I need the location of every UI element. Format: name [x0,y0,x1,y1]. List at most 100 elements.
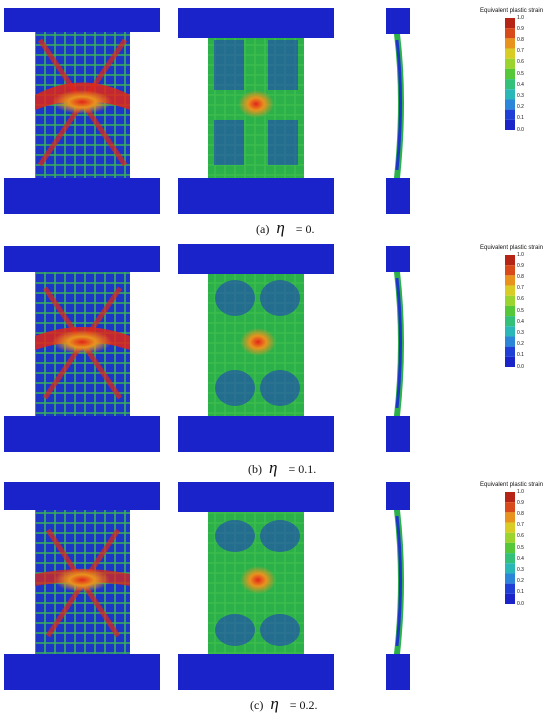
legend-c-tick-label: 0.1 [517,589,524,596]
legend-a-title: Equivalent plastic strain [480,8,544,14]
legend-c-tick-label: 0.3 [517,566,524,573]
legend-swatch [505,48,515,59]
legend-c-tick-label: 0.0 [517,600,524,607]
legend-swatch [505,305,515,317]
legend-a-tick-label: 0.7 [517,48,524,55]
legend-c-tick-label: 0.8 [517,510,524,517]
legend-swatch [505,573,515,584]
legend-b-tick-label: 0.4 [517,318,524,325]
legend-a-tick-label: 0.6 [517,59,524,66]
edge-view-c [386,482,410,690]
legend-swatch [505,583,515,594]
caption-c-symbol: η [270,694,279,713]
legend-c-tick-label: 0.2 [517,578,524,585]
legend-swatch [505,119,515,130]
legend-a-tick-label: 0.8 [517,36,524,43]
legend-swatch [505,68,515,80]
legend-swatch [505,346,515,357]
legend-swatch [505,326,515,337]
panel-b: (b) η = 0.1. [0,238,550,478]
legend-b-tick-label: 0.0 [517,363,524,370]
legend-swatch [505,522,515,533]
legend-b-tick-label: 0.3 [517,329,524,336]
legend-swatch [505,532,515,543]
side-view-b [178,244,334,452]
legend-swatch [505,492,515,503]
legend-swatch [505,275,515,286]
legend-b-tick-label: 0.7 [517,285,524,292]
legend-c-tick-label: 0.6 [517,533,524,540]
legend-swatch [505,99,515,110]
legend-swatch [505,563,515,574]
edge-view-b [386,246,410,452]
legend-b-tick-label: 0.1 [517,352,524,359]
legend-swatch [505,28,515,39]
bottom-plate [4,178,160,214]
legend-swatch [505,38,515,49]
legend-swatch [505,542,515,554]
legend-swatch [505,336,515,347]
legend-a-colorbar [505,18,515,130]
legend-b-title: Equivalent plastic strain [480,245,544,251]
caption-c-label: (c) [250,698,264,712]
caption-b-label: (b) [248,462,262,476]
legend-swatch [505,109,515,120]
legend-swatch [505,255,515,266]
legend-swatch [505,285,515,296]
panel-c-contour-views [4,482,410,690]
side-view-a [178,8,334,214]
legend-swatch [505,502,515,513]
legend-swatch [505,593,515,604]
legend-c-tick-label: 0.5 [517,544,524,551]
legend-swatch [505,58,515,69]
legend-swatch [505,79,515,90]
legend-a-tick-label: 0.3 [517,92,524,99]
legend-a-tick-label: 0.5 [517,70,524,77]
legend-c-tick-label: 0.9 [517,499,524,506]
front-view-a [4,8,160,214]
legend-c-title: Equivalent plastic strain [480,482,544,488]
legend-swatch [505,316,515,327]
front-view-b [4,246,160,452]
legend-swatch [505,18,515,29]
legend-b-tick-label: 0.6 [517,296,524,303]
caption-b-symbol: η [269,458,278,477]
legend-swatch [505,356,515,367]
panel-b-contour-views [4,244,410,452]
legend-a-tick-label: 1.0 [517,14,524,21]
top-plate [4,8,160,32]
caption-a: (a) η = 0. [256,218,315,238]
legend-a-tick-label: 0.1 [517,115,524,122]
legend-swatch [505,265,515,276]
caption-a-label: (a) [256,222,270,236]
legend-a-tick-label: 0.2 [517,104,524,111]
legend-a-tick-label: 0.0 [517,126,524,133]
legend-c-tick-label: 0.7 [517,522,524,529]
caption-b: (b) η = 0.1. [248,458,316,478]
legend-b-tick-label: 0.9 [517,262,524,269]
legend-swatch [505,89,515,100]
front-view-c [4,482,160,690]
legend-b-tick-label: 0.2 [517,341,524,348]
panel-a-contour-views [4,8,410,214]
caption-c: (c) η = 0.2. [250,694,318,714]
legend-swatch [505,295,515,306]
side-view-c [178,482,334,690]
panel-c: (c) η = 0.2. [0,478,550,716]
legend-b-tick-label: 1.0 [517,251,524,258]
caption-a-value: = 0. [295,222,315,236]
panel-a: (a) η = 0. [0,0,550,238]
legend-c-colorbar [505,492,515,604]
legend-a-tick-label: 0.4 [517,81,524,88]
legend-a-tick-label: 0.9 [517,25,524,32]
legend-b-tick-label: 0.8 [517,273,524,280]
caption-c-value: = 0.2. [289,698,318,712]
legend-swatch [505,512,515,523]
caption-b-value: = 0.1. [288,462,317,476]
legend-swatch [505,553,515,564]
legend-b-colorbar [505,255,515,367]
legend-c-tick-label: 1.0 [517,488,524,495]
legend-b-tick-label: 0.5 [517,307,524,314]
edge-view-a [386,8,410,214]
legend-c-tick-label: 0.4 [517,555,524,562]
